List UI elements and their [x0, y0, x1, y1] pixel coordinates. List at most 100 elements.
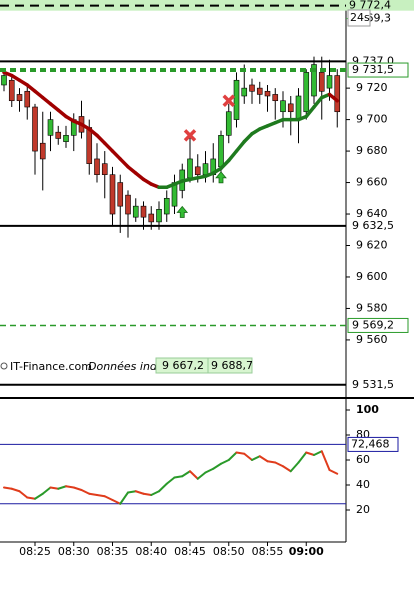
rsi-segment — [26, 496, 36, 500]
candle-body — [233, 79, 240, 120]
rsi-level-box — [347, 436, 399, 452]
ma-segment — [234, 139, 246, 153]
ma-segment — [219, 158, 231, 171]
rsi-segment — [65, 485, 75, 489]
rsi-segment — [96, 494, 106, 498]
candle-body — [334, 75, 341, 113]
rsi-tick-label: 100 — [356, 403, 379, 416]
x-tick-label: 08:30 — [58, 545, 90, 558]
rsi-segment — [258, 455, 269, 463]
candle-body — [109, 174, 116, 215]
quote: 9 688,7 — [211, 359, 253, 372]
level-label-box — [347, 62, 409, 78]
candle-body — [132, 205, 139, 218]
rsi-segment — [111, 499, 122, 505]
rsi-tick-label: 60 — [356, 453, 370, 466]
rsi-segment — [243, 452, 253, 461]
ma-segment — [312, 95, 324, 109]
level-label: 9 772,4 — [349, 0, 391, 12]
rsi-segment — [10, 487, 21, 493]
candle-body — [94, 158, 100, 175]
rsi-segment — [34, 492, 44, 500]
rsi-segment — [189, 470, 199, 480]
sell-signal — [183, 129, 197, 142]
candle-body — [280, 100, 286, 113]
candle-body — [101, 163, 108, 175]
rsi-segment — [142, 492, 153, 496]
ma-segment — [103, 141, 115, 153]
ma-segment — [227, 149, 239, 163]
candle-body — [202, 163, 209, 175]
candle-body — [125, 194, 131, 215]
footer: IT-Finance.com Données indicatives 9 667… — [0, 357, 253, 374]
ma-segment — [242, 132, 254, 144]
timer-box — [347, 9, 371, 27]
rsi-level-label: 72,468 — [351, 437, 390, 450]
rsi-tick-label: 40 — [356, 478, 370, 491]
rsi-segment — [320, 450, 331, 471]
rsi-segment — [127, 490, 137, 494]
rsi-tick-label: 20 — [356, 503, 370, 516]
rsi-segment — [158, 482, 168, 493]
x-tick-label: 08:40 — [135, 545, 167, 558]
candle-body — [287, 103, 294, 113]
timer: 24s — [350, 11, 370, 24]
candle-body — [47, 119, 54, 136]
rsi-segment — [80, 489, 91, 495]
y-tick-label: 9 600 — [356, 270, 388, 283]
footer-source: IT-Finance.com — [10, 360, 92, 373]
level-label: 9 632,5 — [352, 219, 394, 232]
rsi-segment — [220, 459, 230, 465]
y-tick-label: 9 700 — [356, 113, 388, 126]
rsi-segment — [134, 490, 145, 495]
y-tick-label: 9 680 — [356, 144, 388, 157]
rsi-segment — [41, 486, 52, 495]
candle-body — [225, 111, 232, 136]
candle-body — [63, 135, 69, 142]
rsi-segment — [165, 476, 176, 485]
candle-body — [187, 158, 193, 179]
candle-body — [163, 197, 170, 215]
y-tick-label: 9 640 — [356, 207, 388, 220]
y-tick-label: 9 660 — [356, 176, 388, 189]
rsi-segment — [173, 475, 184, 479]
candle-body — [256, 87, 263, 95]
candle-body — [140, 205, 147, 218]
quote-box — [207, 357, 253, 374]
ma-segment — [327, 92, 339, 103]
rsi-segment — [119, 491, 129, 505]
x-tick-label: 08:35 — [97, 545, 129, 558]
buy-signal — [215, 171, 227, 184]
sell-signal — [222, 94, 235, 107]
rsi-segment — [150, 490, 160, 496]
rsi-segment — [181, 470, 191, 478]
ma-segment — [304, 105, 316, 119]
candle-body — [241, 87, 248, 97]
candle-body — [1, 75, 7, 86]
rsi-segment — [251, 455, 261, 461]
candle-body — [295, 95, 302, 120]
candle-body — [32, 106, 38, 152]
ma-segment — [95, 133, 107, 145]
x-tick-label: 08:45 — [174, 545, 206, 558]
rsi-segment — [297, 451, 308, 464]
candle-body — [117, 182, 124, 207]
candle-body — [8, 79, 15, 102]
candle-body — [156, 209, 162, 223]
quote: 9 667,2 — [162, 359, 204, 372]
rsi-segment — [204, 467, 215, 474]
candle-body — [39, 142, 46, 160]
candle-body — [272, 94, 279, 102]
rsi-segment — [49, 486, 60, 490]
candle-body — [249, 84, 255, 92]
candle-body — [55, 131, 62, 139]
y-tick-label: 9 560 — [356, 333, 388, 346]
x-tick-label: 08:55 — [252, 545, 284, 558]
rsi-segment — [313, 450, 323, 456]
rsi-segment — [328, 469, 339, 475]
candle-body — [303, 72, 310, 113]
level-label-box — [347, 317, 409, 333]
level-band — [0, 0, 414, 11]
